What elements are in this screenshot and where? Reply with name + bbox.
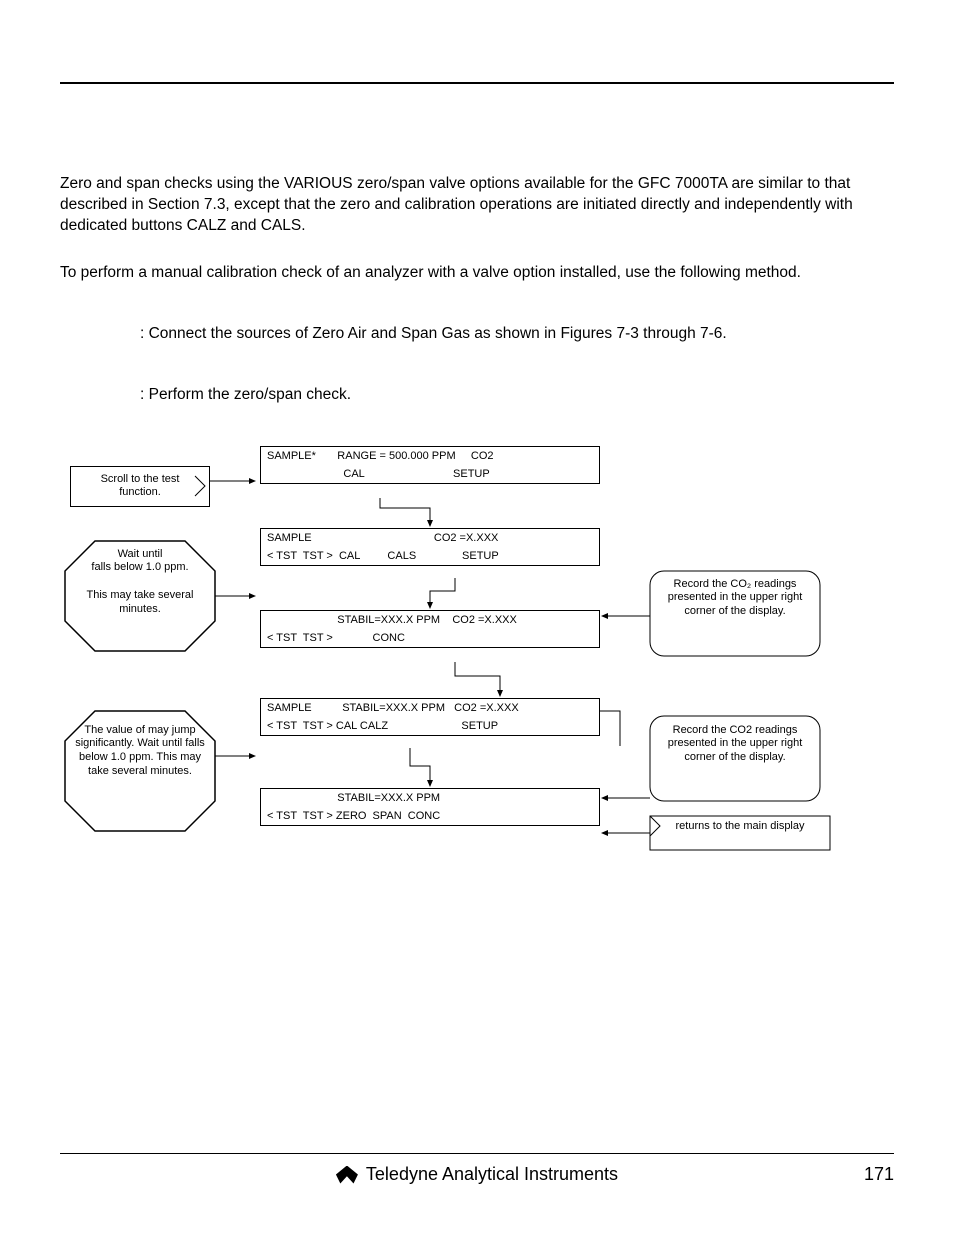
step-1-text: : Connect the sources of Zero Air and Sp… [140,324,894,345]
screen-1: SAMPLE* RANGE = 500.000 PPM CO2 CAL SETU… [260,446,600,484]
screen-3: STABIL=XXX.X PPM CO2 =X.XXX < TST TST > … [260,610,600,648]
screen-5: STABIL=XXX.X PPM < TST TST > ZERO SPAN C… [260,788,600,826]
note-exit: returns to the main display [658,820,822,834]
note-record-2: Record the CO2 readings presented in the… [658,724,812,765]
flowchart: Scroll to the test function. [60,446,894,876]
page-footer: Teledyne Analytical Instruments 171 [60,1153,894,1185]
paragraph-2: To perform a manual calibration check of… [60,263,894,284]
screen-4: SAMPLE STABIL=XXX.X PPM CO2 =X.XXX < TST… [260,698,600,736]
note-scroll-stabil: Scroll to the test function. [70,466,210,508]
page-number: 171 [864,1164,894,1185]
note-value-jump: The value of may jump significantly. Wai… [72,724,208,779]
step-2-text: : Perform the zero/span check. [140,385,894,406]
paragraph-1: Zero and span checks using the VARIOUS z… [60,174,894,237]
footer-company: Teledyne Analytical Instruments [366,1164,618,1185]
teledyne-logo-icon [336,1166,358,1184]
note-wait-stabil: Wait until falls below 1.0 ppm. This may… [72,548,208,617]
note-record-1: Record the CO₂ readings presented in the… [658,578,812,619]
screen-2: SAMPLE CO2 =X.XXX < TST TST > CAL CALS S… [260,528,600,566]
